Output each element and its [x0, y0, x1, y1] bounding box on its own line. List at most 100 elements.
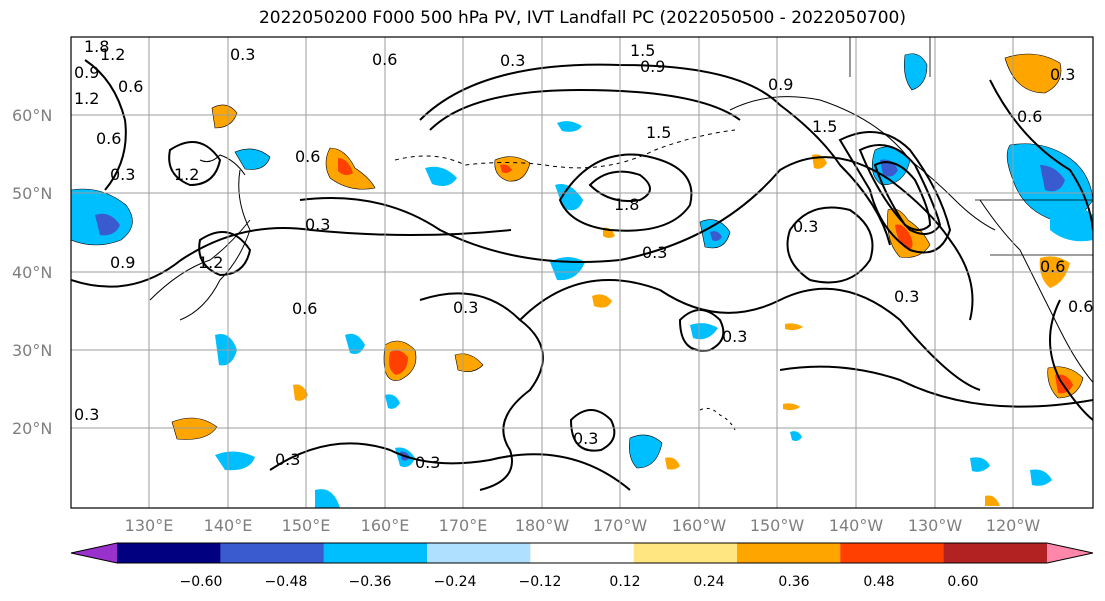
- kamchatka-coast: [199, 154, 246, 176]
- lon-label: 140°E: [204, 516, 253, 535]
- colorbar-tick-label: −0.12: [519, 574, 562, 590]
- colorbar-segment: [633, 543, 738, 563]
- contour-label: 0.9: [768, 75, 793, 94]
- lon-label: 170°W: [593, 516, 648, 535]
- pv-contour: [168, 141, 222, 187]
- colorbar: [70, 542, 1094, 564]
- contour-label: 0.9: [640, 57, 665, 76]
- lon-label: 180°W: [515, 516, 570, 535]
- contour-label: 0.9: [74, 63, 99, 82]
- lat-label: 40°N: [12, 263, 52, 282]
- pv-contour: [678, 309, 725, 352]
- colorbar-segment: [117, 543, 221, 563]
- neg-anomaly-region: [345, 333, 365, 354]
- colorbar-segment: [220, 543, 325, 563]
- pv-contour: [873, 161, 932, 231]
- contour-label: 1.5: [812, 117, 837, 136]
- pv-contour: [84, 59, 127, 191]
- colorbar-tick-label: −0.48: [265, 574, 308, 590]
- pv-contour: [269, 442, 631, 491]
- colorbar-outline: [70, 542, 1094, 564]
- contour-label: 0.3: [110, 165, 135, 184]
- colorbar-tick-label: 0.36: [778, 574, 809, 590]
- contour-label: 0.3: [500, 51, 525, 70]
- neg-anomaly-region: [629, 434, 663, 469]
- colorbar-segment: [530, 543, 635, 563]
- lon-label: 150°W: [750, 516, 805, 535]
- lat-label: 60°N: [12, 106, 52, 125]
- neg-anomaly-region: [385, 394, 400, 409]
- colorbar-tick-label: 0.48: [863, 574, 894, 590]
- contour-label: 0.6: [295, 147, 320, 166]
- pos-anomaly-region: [338, 158, 353, 176]
- colorbar-extend-min: [71, 543, 117, 563]
- lon-label: 170°E: [439, 516, 488, 535]
- colorbar-segment: [943, 543, 1048, 563]
- neg-anomaly-region: [690, 323, 718, 340]
- neg-anomaly-region: [95, 213, 120, 236]
- pv-contour: [588, 170, 651, 202]
- pos-anomaly-region: [494, 156, 531, 182]
- ivt-shading-layer: [71, 53, 1093, 508]
- pv-contour: [838, 131, 952, 254]
- neg-anomaly-region: [234, 148, 271, 170]
- neg-anomaly-region: [425, 166, 457, 186]
- pv-contour: [779, 365, 1093, 408]
- map-title: 2022050200 F000 500 hPa PV, IVT Landfall…: [258, 8, 906, 28]
- lon-label: 160°W: [672, 516, 727, 535]
- colorbar-extend-max: [1047, 543, 1093, 563]
- lat-label: 20°N: [12, 419, 52, 438]
- contour-label: 0.6: [1040, 257, 1065, 276]
- contour-label: 0.6: [372, 50, 397, 69]
- pos-anomaly-region: [785, 323, 803, 331]
- pos-anomaly-region: [783, 403, 800, 411]
- alaska-coast: [729, 96, 996, 231]
- pv-contour: [558, 153, 693, 232]
- contour-label: 1.2: [198, 253, 223, 272]
- contour-label: 0.6: [118, 77, 143, 96]
- contour-label: 0.3: [722, 327, 747, 346]
- neg-anomaly-region: [904, 53, 928, 91]
- neg-anomaly-region: [1040, 165, 1065, 192]
- contour-label: 0.3: [1050, 65, 1075, 84]
- pos-anomaly-region: [211, 104, 238, 129]
- contour-label: 0.3: [894, 287, 919, 306]
- contour-label: 1.2: [174, 165, 199, 184]
- pv-contour: [989, 79, 1093, 231]
- aleutian-chain: [394, 129, 736, 169]
- pos-anomaly-region: [665, 457, 680, 470]
- neg-anomaly-region: [1030, 469, 1052, 486]
- contour-label: 0.3: [230, 45, 255, 64]
- colorbar-tick-label: −0.24: [434, 574, 477, 590]
- neg-anomaly-region: [790, 431, 802, 441]
- contour-label: 0.6: [292, 299, 317, 318]
- neg-anomaly-region: [557, 121, 582, 132]
- latitude-labels: 60°N 50°N 40°N 30°N 20°N: [12, 106, 52, 438]
- lon-label: 150°E: [282, 516, 331, 535]
- contour-label: 0.3: [793, 217, 818, 236]
- lon-label: 160°E: [361, 516, 410, 535]
- contour-label: 0.3: [573, 429, 598, 448]
- political-borders: [849, 37, 1093, 256]
- colorbar-tick-label: 0.24: [693, 574, 724, 590]
- contour-label-layer: 1.8 1.2 0.9 0.6 1.2 0.6 0.3 0.3 0.6 0.3 …: [74, 37, 1093, 472]
- lon-label: 140°W: [829, 516, 884, 535]
- lat-label: 30°N: [12, 341, 52, 360]
- contour-label: 1.8: [84, 37, 109, 56]
- pv-contour: [299, 156, 974, 321]
- longitude-labels: 130°E 140°E 150°E 160°E 170°E 180°W 170°…: [125, 516, 1041, 535]
- north-america-coast: [979, 199, 1093, 384]
- colorbar-segment: [737, 543, 841, 563]
- lat-label: 50°N: [12, 184, 52, 203]
- contour-label: 0.6: [1017, 107, 1042, 126]
- contour-label: 0.6: [1068, 297, 1093, 316]
- contour-label: 0.6: [96, 129, 121, 148]
- colorbar-tick-label: 0.60: [947, 574, 978, 590]
- colorbar-segment: [427, 543, 531, 563]
- neg-anomaly-region: [970, 457, 990, 472]
- colorbar-tick-label: 0.12: [609, 574, 640, 590]
- pos-anomaly-region: [388, 350, 408, 375]
- contour-label: 0.3: [74, 405, 99, 424]
- pv-contour: [519, 279, 981, 391]
- contour-label: 0.3: [305, 215, 330, 234]
